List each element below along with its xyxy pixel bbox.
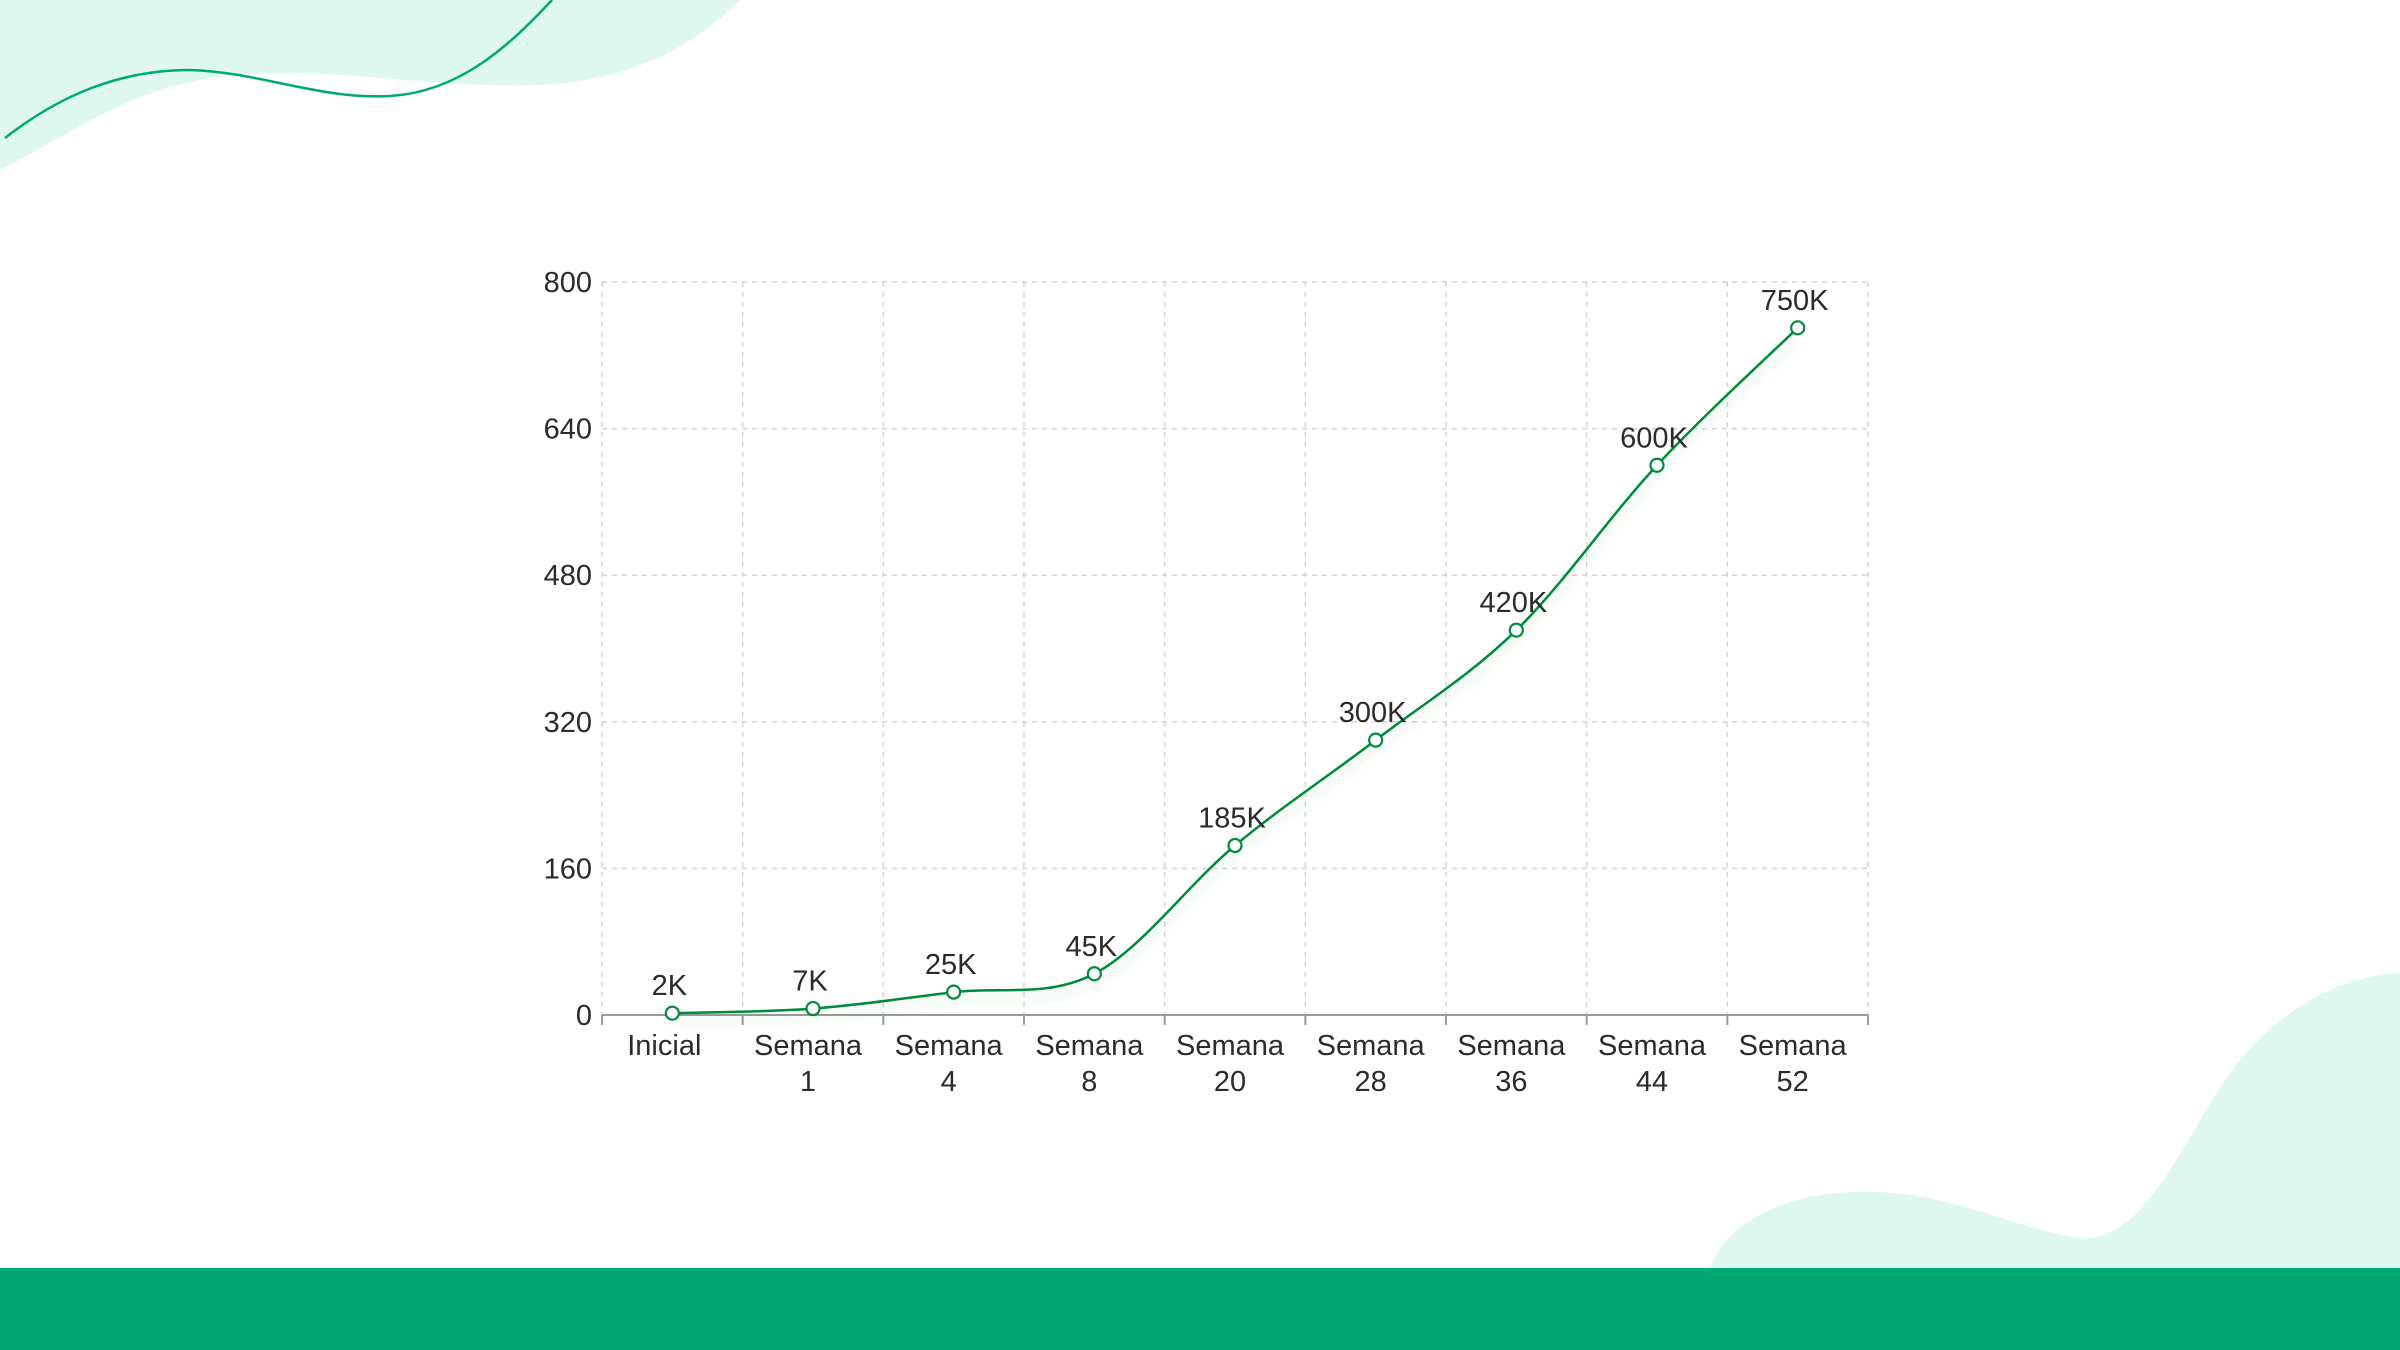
data-label: 2K	[652, 970, 688, 1002]
data-point	[1086, 966, 1102, 982]
data-point	[946, 984, 962, 1000]
data-label: 420K	[1479, 587, 1547, 619]
y-tick-label: 640	[544, 414, 592, 446]
x-tick-label: Semana 28	[1317, 1030, 1426, 1098]
x-tick-label: Semana 1	[754, 1030, 863, 1098]
data-point	[805, 1000, 821, 1017]
x-tick-label: Semana 44	[1598, 1030, 1707, 1098]
data-point	[664, 1005, 680, 1021]
x-tick-label: Semana 8	[1035, 1030, 1144, 1098]
data-point	[1227, 837, 1243, 854]
data-point	[1649, 457, 1665, 473]
data-label: 45K	[1066, 931, 1118, 963]
data-label: 600K	[1620, 422, 1688, 454]
chart-axes: 0 160 320 480 640 800 Inicial Semana 1 Semana 4 Sem…	[544, 267, 1869, 1098]
data-point	[1790, 320, 1806, 336]
x-tick-label: Inicial	[627, 1030, 701, 1062]
chart-grid	[601, 281, 1869, 1015]
data-point	[1508, 622, 1524, 638]
x-tick-label: Semana 52	[1739, 1030, 1848, 1098]
data-label: 25K	[925, 949, 977, 981]
y-tick-label: 0	[576, 1000, 592, 1032]
y-tick-label: 160	[544, 853, 592, 885]
chart-series	[664, 320, 1806, 1021]
top-left-wave-line	[4, 0, 553, 139]
series-line	[672, 326, 1799, 1015]
x-tick-label: Semana 36	[1457, 1030, 1566, 1098]
y-tick-label: 480	[544, 560, 592, 592]
chart-labels: 2K 7K 25K 45K 185K 300K 420K 600K 750K	[652, 285, 1830, 1002]
y-tick-label: 320	[544, 707, 592, 739]
data-point	[1368, 732, 1384, 748]
x-tick-label: Semana 4	[895, 1030, 1004, 1098]
x-tick-label: Semana 20	[1176, 1030, 1285, 1098]
data-label: 750K	[1761, 285, 1829, 317]
footer-bar	[0, 1268, 2400, 1350]
data-label: 7K	[792, 966, 828, 998]
top-left-blob	[0, 0, 740, 170]
y-tick-label: 800	[544, 267, 592, 299]
bottom-right-blob	[1710, 973, 2400, 1268]
data-label: 300K	[1339, 697, 1407, 729]
data-label: 185K	[1198, 802, 1266, 834]
